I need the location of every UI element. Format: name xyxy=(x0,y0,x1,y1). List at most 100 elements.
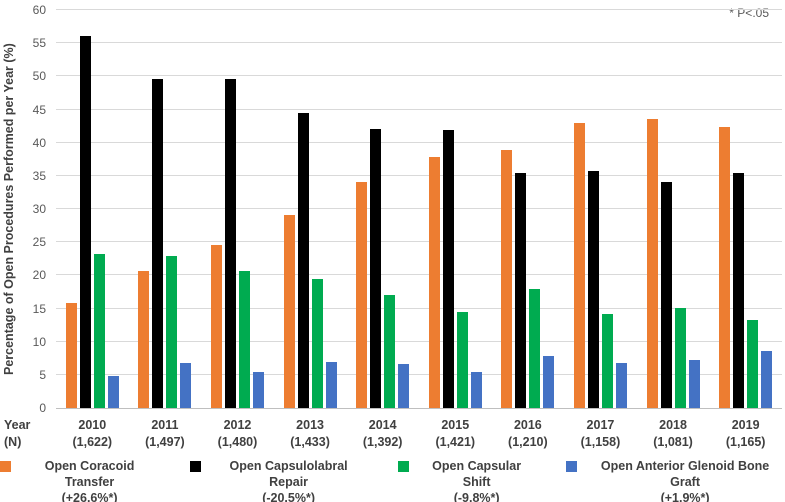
bar-group-2012 xyxy=(201,10,274,408)
x-label-year-2011: 2011 xyxy=(151,418,179,432)
gridline-20 xyxy=(56,274,782,276)
y-tick-label-50: 50 xyxy=(32,69,46,84)
x-label-year-2010: 2010 xyxy=(78,418,107,432)
x-label-2010: 2010 (1,622) xyxy=(56,417,129,451)
x-label-n-2016: (1,210) xyxy=(508,435,548,449)
bar-2017-open-capsulolabral-repair xyxy=(587,170,599,408)
x-label-2014: 2014 (1,392) xyxy=(346,417,419,451)
y-axis-tick-labels: 0 5 10 15 20 25 30 35 40 45 50 55 60 xyxy=(0,3,46,415)
bar-group-2013 xyxy=(274,10,347,408)
x-label-year-2012: 2012 xyxy=(223,418,252,432)
legend-item-open-capsulolabral-repair: Open Capsulolabral Repair (-20.5%*) xyxy=(190,458,368,502)
legend-name-open-anterior-glenoid-bone-graft: Open Anterior Glenoid Bone Graft xyxy=(600,459,770,489)
x-label-year-2018: 2018 xyxy=(659,418,687,432)
bar-2019-open-capsulolabral-repair xyxy=(733,172,745,408)
bar-2010-open-capsular-shift xyxy=(93,254,105,408)
plot-area xyxy=(56,9,782,409)
bar-2013-open-capsulolabral-repair xyxy=(297,113,309,408)
legend-text-open-capsular-shift: Open Capsular Shift (-9.8%*) xyxy=(417,458,536,502)
chart-legend: Open Coracoid Transfer (+26.6%*) Open Caps… xyxy=(0,458,785,502)
legend-name-open-capsular-shift: Open Capsular Shift xyxy=(432,459,522,489)
legend-text-open-anterior-glenoid-bone-graft: Open Anterior Glenoid Bone Graft (+1.9%*) xyxy=(585,458,785,502)
bar-2017-open-coracoid-transfer xyxy=(573,123,585,408)
x-axis-header: Year (N) xyxy=(4,417,30,451)
bar-2015-open-capsulolabral-repair xyxy=(442,130,454,408)
gridline-15 xyxy=(56,307,782,309)
bar-2017-open-capsular-shift xyxy=(601,313,613,408)
bar-2018-open-anterior-glenoid-bone-graft xyxy=(688,360,700,408)
bar-2016-open-capsulolabral-repair xyxy=(515,173,527,408)
bar-group-2017 xyxy=(564,10,637,408)
x-label-n-2013: (1,433) xyxy=(290,435,330,449)
bar-2010-open-coracoid-transfer xyxy=(65,303,77,408)
legend-text-open-capsulolabral-repair: Open Capsulolabral Repair (-20.5%*) xyxy=(209,458,368,502)
bar-2013-open-capsular-shift xyxy=(311,279,323,408)
y-tick-label-60: 60 xyxy=(32,3,46,17)
bar-group-2016 xyxy=(492,10,565,408)
legend-marker-open-capsular-shift-icon xyxy=(398,461,410,472)
bar-2015-open-coracoid-transfer xyxy=(428,157,440,408)
legend-name-open-coracoid-transfer: Open Coracoid Transfer xyxy=(44,459,135,489)
x-label-year-2014: 2014 xyxy=(368,418,397,432)
bar-2012-open-capsular-shift xyxy=(238,271,250,408)
y-tick-label-35: 35 xyxy=(32,168,46,183)
bar-2014-open-capsular-shift xyxy=(384,294,396,408)
bar-group-2011 xyxy=(129,10,202,408)
y-tick-label-30: 30 xyxy=(32,202,46,216)
bar-2018-open-capsulolabral-repair xyxy=(660,181,672,408)
bar-2015-open-anterior-glenoid-bone-graft xyxy=(470,372,482,408)
legend-marker-open-capsulolabral-repair-icon xyxy=(190,461,202,472)
bar-2019-open-coracoid-transfer xyxy=(719,126,731,408)
bar-2018-open-capsular-shift xyxy=(674,307,686,408)
x-label-n-2015: (1,421) xyxy=(435,435,476,449)
x-label-2017: 2017 (1,158) xyxy=(564,417,637,451)
bar-2014-open-capsulolabral-repair xyxy=(370,128,382,408)
y-tick-label-15: 15 xyxy=(32,301,46,316)
legend-item-open-coracoid-transfer: Open Coracoid Transfer (+26.6%*) xyxy=(0,458,160,502)
bar-2015-open-capsular-shift xyxy=(456,311,468,408)
x-label-n-2017: (1,158) xyxy=(580,435,621,449)
x-label-n-2012: (1,480) xyxy=(217,435,258,449)
gridline-25 xyxy=(56,241,782,243)
bar-groups-container xyxy=(56,10,782,408)
x-axis-header-n: (N) xyxy=(4,435,22,449)
x-label-2013: 2013 (1,433) xyxy=(274,417,347,451)
bar-2010-open-anterior-glenoid-bone-graft xyxy=(107,375,119,408)
x-label-n-2019: (1,165) xyxy=(725,435,766,449)
x-label-2011: 2011 (1,497) xyxy=(129,417,202,451)
bar-2017-open-anterior-glenoid-bone-graft xyxy=(615,362,627,408)
gridline-10 xyxy=(56,340,782,342)
gridline-60 xyxy=(56,9,782,10)
bar-2011-open-capsular-shift xyxy=(166,256,178,408)
x-label-year-2019: 2019 xyxy=(731,418,760,432)
x-label-n-2014: (1,392) xyxy=(362,435,403,449)
bar-2014-open-coracoid-transfer xyxy=(356,181,368,408)
bar-group-2018 xyxy=(637,10,710,408)
bar-2014-open-anterior-glenoid-bone-graft xyxy=(398,363,410,408)
x-label-2015: 2015 (1,421) xyxy=(419,417,492,451)
bar-group-2019 xyxy=(709,10,782,408)
legend-change-open-capsulolabral-repair: (-20.5%*) xyxy=(262,491,315,502)
x-label-2012: 2012 (1,480) xyxy=(201,417,274,451)
bar-2016-open-coracoid-transfer xyxy=(501,149,513,408)
gridline-50 xyxy=(56,75,782,77)
y-tick-label-5: 5 xyxy=(39,367,46,382)
bar-2016-open-capsular-shift xyxy=(529,289,541,408)
gridline-55 xyxy=(56,42,782,44)
legend-item-open-anterior-glenoid-bone-graft: Open Anterior Glenoid Bone Graft (+1.9%*) xyxy=(566,458,785,502)
y-tick-label-55: 55 xyxy=(32,36,46,51)
bar-2010-open-capsulolabral-repair xyxy=(79,35,91,408)
legend-marker-open-coracoid-transfer-icon xyxy=(0,461,11,472)
bar-2011-open-coracoid-transfer xyxy=(138,271,150,408)
bar-2016-open-anterior-glenoid-bone-graft xyxy=(543,356,555,408)
bar-2011-open-anterior-glenoid-bone-graft xyxy=(180,362,192,408)
y-tick-label-45: 45 xyxy=(32,102,46,117)
gridline-45 xyxy=(56,108,782,110)
x-label-2019: 2019 (1,165) xyxy=(709,417,782,451)
bar-2019-open-anterior-glenoid-bone-graft xyxy=(761,350,773,408)
bar-2013-open-anterior-glenoid-bone-graft xyxy=(325,361,337,408)
bar-2018-open-coracoid-transfer xyxy=(646,119,658,408)
bar-group-2014 xyxy=(346,10,419,408)
bar-group-2015 xyxy=(419,10,492,408)
